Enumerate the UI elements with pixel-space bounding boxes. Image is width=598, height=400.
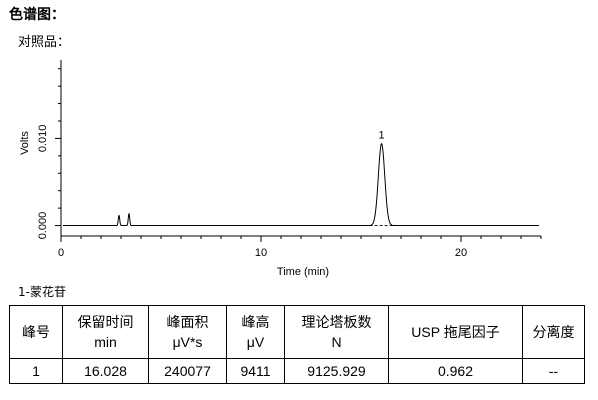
header-peak-number: 峰号 — [9, 305, 63, 359]
header-retention-time: 保留时间 min — [62, 305, 149, 359]
compound-label: 1-蒙花苷 — [18, 285, 66, 299]
header-usp-tailing: USP 拖尾因子 — [388, 305, 523, 359]
results-table: 峰号 保留时间 min 峰面积 μV*s 峰高 μV 理论塔板数 N USP 拖尾因子 … — [9, 305, 585, 384]
table-header-row: 峰号 保留时间 min 峰面积 μV*s 峰高 μV 理论塔板数 N USP 拖尾因子 … — [9, 305, 585, 359]
x-tick-label: 20 — [455, 247, 467, 259]
x-axis-label: Time (min) — [277, 266, 329, 278]
table-row: 1 16.028 240077 9411 9125.929 0.962 -- — [9, 358, 585, 384]
x-axis-ticks: 0 10 20 — [58, 236, 542, 259]
header-theoretical-plates: 理论塔板数 N — [284, 305, 389, 359]
y-tick-label: 0.000 — [37, 212, 49, 240]
cell-resolution: -- — [522, 358, 585, 384]
y-axis-label: Volts — [19, 131, 31, 155]
cell-peak-height: 9411 — [226, 358, 285, 384]
x-tick-label: 10 — [255, 247, 267, 259]
sample-label: 对照品： — [18, 35, 71, 50]
chromatogram-trace — [63, 143, 539, 227]
header-peak-area: 峰面积 μV*s — [148, 305, 227, 359]
header-peak-height: 峰高 μV — [226, 305, 285, 359]
chromatogram-chart: 0.000 0.010 0 10 20 1 Time (min) Volts — [19, 60, 542, 278]
peak-labels: 1 — [378, 130, 384, 142]
header-resolution: 分离度 — [522, 305, 585, 359]
cell-peak-number: 1 — [9, 358, 63, 384]
y-tick-label: 0.010 — [37, 125, 49, 153]
cell-theoretical-plates: 9125.929 — [284, 358, 389, 384]
cell-retention-time: 16.028 — [62, 358, 149, 384]
page-heading: 色谱图： — [9, 7, 65, 23]
x-tick-label: 0 — [58, 247, 64, 259]
cell-peak-area: 240077 — [148, 358, 227, 384]
peak-label: 1 — [378, 130, 384, 142]
cell-usp-tailing: 0.962 — [388, 358, 523, 384]
y-axis-ticks: 0.000 0.010 — [37, 68, 61, 240]
